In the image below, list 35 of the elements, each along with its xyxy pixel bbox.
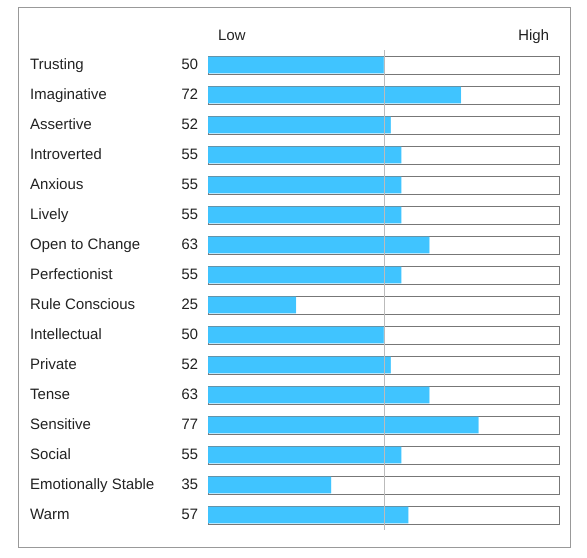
data-label: 50 bbox=[181, 56, 198, 74]
y-tick-label: Lively bbox=[30, 206, 69, 224]
y-tick-label: Warm bbox=[30, 506, 70, 524]
data-label: 63 bbox=[181, 386, 198, 404]
y-tick-label: Rule Conscious bbox=[30, 296, 136, 314]
data-label: 55 bbox=[181, 176, 198, 194]
y-tick-label: Introverted bbox=[30, 146, 102, 164]
data-label: 55 bbox=[181, 266, 198, 284]
data-label: 25 bbox=[181, 296, 198, 314]
y-tick-label: Intellectual bbox=[30, 326, 102, 344]
y-tick-label: Social bbox=[30, 446, 71, 464]
y-tick-label: Sensitive bbox=[30, 416, 91, 434]
text: Low bbox=[218, 27, 246, 44]
y-tick-label: Private bbox=[30, 356, 77, 374]
data-label: 55 bbox=[181, 146, 198, 164]
data-label: 77 bbox=[181, 416, 198, 434]
y-tick-label: Perfectionist bbox=[30, 266, 114, 284]
data-label: 57 bbox=[181, 506, 198, 524]
y-tick-label: Tense bbox=[30, 386, 70, 404]
data-label: 52 bbox=[181, 356, 198, 374]
bar bbox=[208, 296, 296, 314]
y-tick-label: Imaginative bbox=[30, 86, 107, 104]
data-label: 72 bbox=[181, 86, 198, 104]
y-tick-label: Emotionally Stable bbox=[30, 476, 154, 494]
y-tick-label: Anxious bbox=[30, 176, 84, 194]
data-label: 55 bbox=[181, 446, 198, 464]
data-label: 55 bbox=[181, 206, 198, 224]
data-label: 35 bbox=[181, 476, 198, 494]
text: High bbox=[518, 27, 549, 44]
y-tick-label: Open to Change bbox=[30, 236, 140, 254]
data-label: 50 bbox=[181, 326, 198, 344]
data-label: 63 bbox=[181, 236, 198, 254]
data-label: 52 bbox=[181, 116, 198, 134]
y-tick-label: Trusting bbox=[30, 56, 84, 74]
y-tick-label: Assertive bbox=[30, 116, 92, 134]
